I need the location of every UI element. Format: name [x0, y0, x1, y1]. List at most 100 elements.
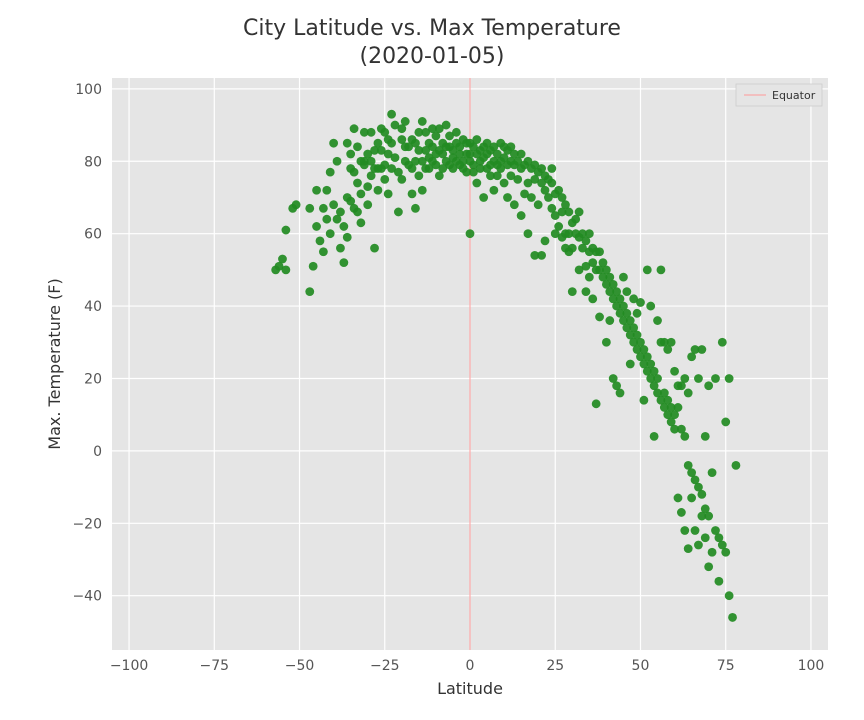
data-point: [674, 403, 683, 412]
data-point: [363, 182, 372, 191]
data-point: [466, 229, 475, 238]
data-point: [517, 211, 526, 220]
data-point: [592, 399, 601, 408]
data-point: [452, 128, 461, 137]
data-point: [346, 150, 355, 159]
data-point: [387, 110, 396, 119]
data-point: [380, 175, 389, 184]
data-point: [281, 265, 290, 274]
data-point: [418, 117, 427, 126]
data-point: [343, 233, 352, 242]
xtick-label: 0: [466, 658, 475, 674]
data-point: [704, 562, 713, 571]
data-point: [670, 367, 679, 376]
data-point: [708, 548, 717, 557]
data-point: [650, 432, 659, 441]
data-point: [701, 533, 710, 542]
data-point: [322, 215, 331, 224]
data-point: [418, 186, 427, 195]
data-point: [575, 208, 584, 217]
data-point: [667, 338, 676, 347]
data-point: [292, 200, 301, 209]
data-point: [500, 179, 509, 188]
data-point: [326, 229, 335, 238]
data-point: [568, 287, 577, 296]
ytick-label: 20: [84, 371, 102, 387]
data-point: [513, 175, 522, 184]
data-point: [339, 258, 348, 267]
data-point: [479, 193, 488, 202]
data-point: [333, 157, 342, 166]
data-point: [472, 135, 481, 144]
data-point: [319, 204, 328, 213]
legend-label: Equator: [772, 89, 816, 102]
data-point: [582, 287, 591, 296]
data-point: [697, 490, 706, 499]
data-point: [714, 577, 723, 586]
data-point: [633, 309, 642, 318]
data-point: [728, 613, 737, 622]
data-point: [646, 302, 655, 311]
chart-title-line1: City Latitude vs. Max Temperature: [0, 16, 864, 41]
data-point: [442, 121, 451, 130]
data-point: [687, 494, 696, 503]
data-point: [367, 128, 376, 137]
data-point: [725, 591, 734, 600]
data-point: [394, 208, 403, 217]
data-point: [527, 193, 536, 202]
data-point: [694, 374, 703, 383]
data-point: [503, 193, 512, 202]
xtick-label: 75: [717, 658, 735, 674]
y-axis-label: Max. Temperature (F): [45, 278, 64, 449]
data-point: [684, 544, 693, 553]
xtick-label: −75: [200, 658, 230, 674]
data-point: [684, 389, 693, 398]
data-point: [588, 294, 597, 303]
data-point: [680, 526, 689, 535]
data-point: [680, 374, 689, 383]
data-point: [374, 186, 383, 195]
data-point: [387, 139, 396, 148]
data-point: [564, 208, 573, 217]
data-point: [585, 229, 594, 238]
x-axis-label: Latitude: [437, 679, 503, 698]
data-point: [541, 237, 550, 246]
data-point: [363, 200, 372, 209]
scatter-plot-svg: −100−75−50−250255075100−40−2002040608010…: [42, 72, 838, 706]
data-point: [329, 200, 338, 209]
data-point: [411, 204, 420, 213]
data-point: [353, 142, 362, 151]
data-point: [336, 208, 345, 217]
xtick-label: 100: [798, 658, 825, 674]
data-point: [356, 218, 365, 227]
data-point: [353, 179, 362, 188]
data-point: [537, 251, 546, 260]
ytick-label: −20: [72, 516, 102, 532]
data-point: [510, 200, 519, 209]
data-point: [329, 139, 338, 148]
data-point: [674, 494, 683, 503]
data-point: [653, 374, 662, 383]
data-point: [677, 508, 686, 517]
data-point: [489, 186, 498, 195]
data-point: [524, 229, 533, 238]
xtick-label: −100: [110, 658, 148, 674]
plot-area: −100−75−50−250255075100−40−2002040608010…: [112, 78, 828, 650]
data-point: [414, 171, 423, 180]
data-point: [680, 432, 689, 441]
data-point: [278, 255, 287, 264]
data-point: [639, 396, 648, 405]
data-point: [350, 124, 359, 133]
data-point: [595, 247, 604, 256]
data-point: [718, 338, 727, 347]
data-point: [554, 222, 563, 231]
data-point: [408, 189, 417, 198]
data-point: [605, 316, 614, 325]
data-point: [326, 168, 335, 177]
data-point: [725, 374, 734, 383]
data-point: [697, 345, 706, 354]
data-point: [316, 237, 325, 246]
data-point: [401, 117, 410, 126]
data-point: [547, 164, 556, 173]
data-point: [336, 244, 345, 253]
